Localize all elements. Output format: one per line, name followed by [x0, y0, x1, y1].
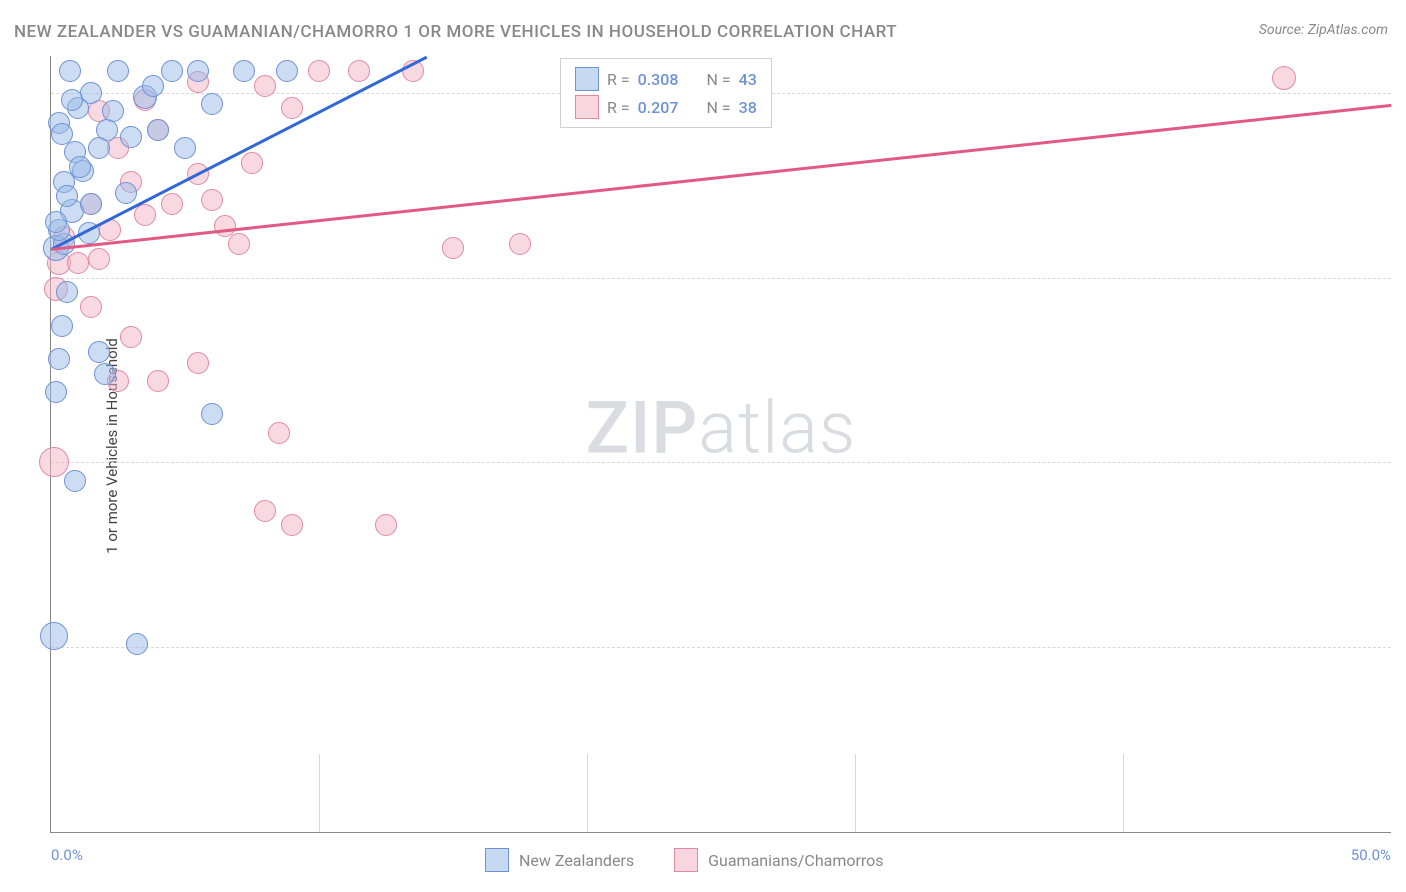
legend-item-pink: Guamanians/Chamorros [674, 848, 883, 872]
data-point [94, 363, 116, 385]
legend-item-blue: New Zealanders [485, 848, 634, 872]
data-point [80, 296, 102, 318]
data-point [64, 470, 86, 492]
data-point [201, 93, 223, 115]
data-point [107, 60, 129, 82]
stats-n-label: N = [706, 70, 730, 89]
gridline-v [1123, 754, 1124, 832]
data-point [276, 60, 298, 82]
stats-r-label: R = [607, 70, 630, 89]
data-point [67, 252, 89, 274]
data-point [88, 341, 110, 363]
stats-box: R = 0.308 N = 43 R = 0.207 N = 38 [560, 58, 772, 128]
data-point [509, 233, 531, 255]
stats-swatch [575, 95, 599, 119]
scatter-plot: ZIPatlas 85.0%90.0%95.0%100.0%0.0%50.0% [50, 56, 1391, 833]
data-point [187, 60, 209, 82]
gridline-h [51, 647, 1391, 648]
data-point [80, 193, 102, 215]
data-point [39, 447, 69, 477]
gridline-h [51, 462, 1391, 463]
data-point [161, 193, 183, 215]
gridline-h [51, 278, 1391, 279]
data-point [147, 370, 169, 392]
data-point [268, 422, 290, 444]
data-point [233, 60, 255, 82]
data-point [48, 348, 70, 370]
legend-swatch-pink [674, 848, 698, 872]
data-point [187, 352, 209, 374]
stats-swatch [575, 67, 599, 91]
data-point [102, 100, 124, 122]
data-point [51, 315, 73, 337]
stats-r-value: 0.308 [638, 70, 679, 89]
data-point [45, 211, 67, 233]
data-point [51, 123, 73, 145]
data-point [115, 182, 137, 204]
data-point [40, 622, 68, 650]
data-point [59, 60, 81, 82]
data-point [147, 119, 169, 141]
y-tick-label: 95.0% [1399, 269, 1406, 287]
data-point [126, 633, 148, 655]
stats-n-label: N = [706, 98, 730, 117]
data-point [142, 75, 164, 97]
data-point [254, 500, 276, 522]
data-point [56, 185, 78, 207]
x-tick-label: 50.0% [1351, 846, 1391, 864]
stats-row: R = 0.207 N = 38 [575, 93, 757, 121]
y-tick-label: 100.0% [1399, 84, 1406, 102]
source-label: Source: ZipAtlas.com [1259, 22, 1388, 38]
data-point [96, 119, 118, 141]
data-point [61, 89, 83, 111]
data-point [56, 281, 78, 303]
legend-label-blue: New Zealanders [519, 851, 634, 870]
gridline-v [855, 754, 856, 832]
data-point [161, 60, 183, 82]
data-point [201, 403, 223, 425]
gridline-v [319, 754, 320, 832]
data-point [45, 381, 67, 403]
data-point [281, 97, 303, 119]
data-point [69, 156, 91, 178]
x-tick-label: 0.0% [51, 846, 83, 864]
watermark: ZIPatlas [586, 386, 857, 471]
data-point [174, 137, 196, 159]
legend-label-pink: Guamanians/Chamorros [708, 851, 883, 870]
legend: New Zealanders Guamanians/Chamorros [485, 848, 884, 872]
data-point [120, 126, 142, 148]
data-point [1272, 66, 1296, 90]
y-tick-label: 90.0% [1399, 453, 1406, 471]
stats-r-label: R = [607, 98, 630, 117]
data-point [134, 204, 156, 226]
stats-row: R = 0.308 N = 43 [575, 65, 757, 93]
data-point [375, 514, 397, 536]
stats-n-value: 38 [739, 98, 757, 117]
data-point [120, 326, 142, 348]
data-point [442, 237, 464, 259]
y-tick-label: 85.0% [1399, 638, 1406, 656]
legend-swatch-blue [485, 848, 509, 872]
data-point [241, 152, 263, 174]
data-point [228, 233, 250, 255]
data-point [80, 82, 102, 104]
data-point [88, 248, 110, 270]
stats-n-value: 43 [739, 70, 757, 89]
chart-title: NEW ZEALANDER VS GUAMANIAN/CHAMORRO 1 OR… [14, 22, 897, 42]
data-point [348, 60, 370, 82]
data-point [308, 60, 330, 82]
stats-r-value: 0.207 [638, 98, 679, 117]
data-point [254, 75, 276, 97]
data-point [281, 514, 303, 536]
gridline-v [587, 754, 588, 832]
data-point [201, 189, 223, 211]
